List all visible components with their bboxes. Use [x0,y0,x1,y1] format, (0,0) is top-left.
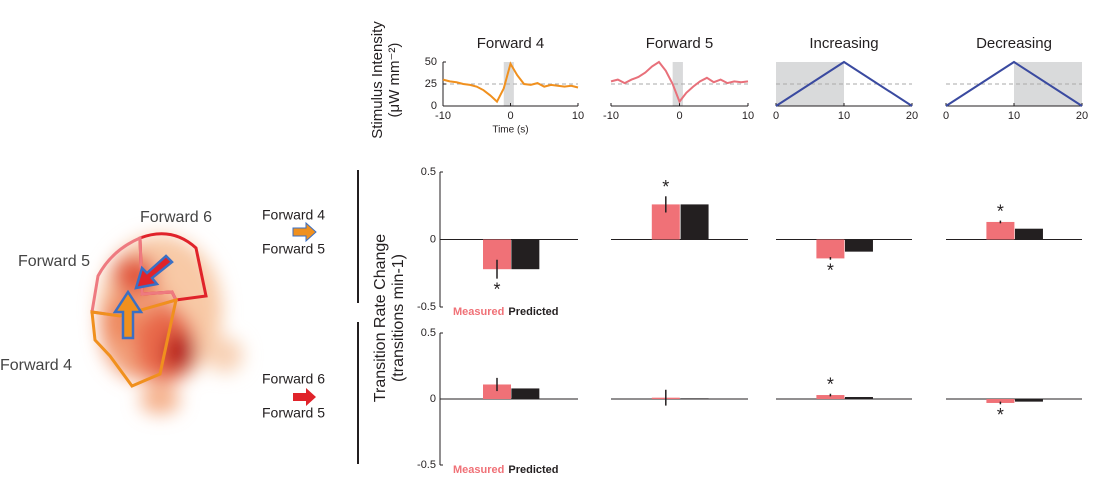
figure: Forward 6 Forward 5 Forward 4 Forward 4 … [0,0,1109,479]
x-tick-label: 10 [742,110,754,122]
x-tick-label: -10 [435,110,451,122]
x-tick-label: 0 [943,110,949,122]
significance: * [997,201,1004,221]
row-label: Forward 4 [262,207,325,223]
y-axis-label: Stimulus Intensity [369,21,386,139]
y-axis-label: (μW mm⁻²) [386,43,403,118]
legend-entry: Predicted [508,306,558,318]
significance: * [827,261,834,281]
significance: * [827,374,834,394]
chart-title: Decreasing [976,35,1052,52]
bar [986,222,1014,240]
heatmap: Forward 6 Forward 5 Forward 4 [0,209,243,414]
y-tick-label: 0 [430,393,436,405]
y-tick-label: 0 [431,100,437,112]
bar [681,398,709,399]
x-tick-label: -10 [603,110,619,122]
x-tick-label: 20 [1076,110,1088,122]
legend-entry: Predicted [508,464,558,476]
significance: * [493,279,500,299]
legend-entry: Measured [453,464,504,476]
chart-title: Forward 5 [646,35,714,52]
bar [681,204,709,239]
bar [845,397,873,399]
chart-title: Forward 4 [477,35,545,52]
significance: * [662,177,669,197]
x-tick-label: 10 [572,110,584,122]
chart-title: Increasing [809,35,878,52]
y-tick-label: 25 [425,78,437,90]
x-axis-label: Time (s) [492,125,528,136]
bar [816,240,844,259]
row-label: Forward 6 [262,371,325,387]
arrow [293,388,316,406]
y-tick-label: 0 [430,233,436,245]
region-label: Forward 5 [18,253,90,270]
bar [1015,229,1043,240]
row-label: Forward 5 [262,241,325,257]
y-tick-label: 0.5 [421,327,436,339]
y-axis-label: (transitions min-1) [390,254,407,382]
y-tick-label: -0.5 [417,459,436,471]
x-tick-label: 0 [507,110,513,122]
x-tick-label: 10 [1008,110,1020,122]
bar [845,240,873,252]
bar [1015,399,1043,402]
x-tick-label: 10 [838,110,850,122]
arrow [293,223,316,241]
bar [511,388,539,399]
region-label: Forward 6 [140,209,212,226]
y-axis-label: Transition Rate Change [372,234,389,402]
row-label: Forward 5 [262,405,325,421]
x-tick-label: 0 [676,110,682,122]
region-label: Forward 4 [0,357,72,374]
legend-entry: Measured [453,306,504,318]
y-tick-label: -0.5 [417,301,436,313]
y-tick-label: 50 [425,56,437,68]
significance: * [997,405,1004,425]
row-labels: Forward 4 Forward 5 Forward 6 Forward 5 [262,170,358,464]
y-tick-label: 0.5 [421,166,436,178]
x-tick-label: 0 [773,110,779,122]
bar [511,240,539,270]
x-tick-label: 20 [906,110,918,122]
